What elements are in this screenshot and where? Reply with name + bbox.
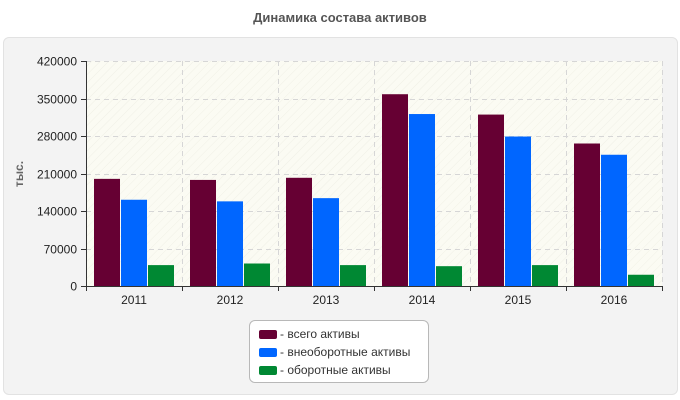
y-tick-label: 0 xyxy=(70,280,77,294)
x-tick-label: 2012 xyxy=(217,293,244,307)
bar-total xyxy=(478,114,504,286)
bar-current xyxy=(340,265,366,286)
bar-current xyxy=(244,263,270,286)
x-tick-label: 2014 xyxy=(409,293,436,307)
y-axis-label: тыс. xyxy=(12,161,26,187)
x-tick-label: 2015 xyxy=(505,293,532,307)
chart-title: Динамика состава активов xyxy=(253,10,427,25)
bar-total xyxy=(190,179,216,286)
legend-item-noncurrent: - внеоборотные активы xyxy=(259,343,428,361)
bar-noncurrent xyxy=(409,114,435,287)
bar-noncurrent xyxy=(505,136,531,286)
y-tick-label: 210000 xyxy=(37,168,77,182)
legend: - всего активы - внеоборотные активы - о… xyxy=(249,320,429,383)
bar-current xyxy=(532,265,558,286)
x-tick-label: 2016 xyxy=(601,293,628,307)
bar-current xyxy=(628,274,654,286)
y-tick-label: 280000 xyxy=(37,130,77,144)
legend-label-current: - оборотные активы xyxy=(280,363,391,377)
legend-item-total: - всего активы xyxy=(259,325,428,343)
bar-noncurrent xyxy=(601,154,627,286)
y-tick-label: 70000 xyxy=(44,243,78,257)
bar-total xyxy=(286,177,312,286)
y-tick-label: 420000 xyxy=(37,55,77,69)
legend-swatch-total xyxy=(259,329,277,339)
bar-total xyxy=(94,178,120,286)
legend-label-noncurrent: - внеоборотные активы xyxy=(280,345,411,359)
y-tick-label: 140000 xyxy=(37,205,77,219)
legend-swatch-current xyxy=(259,365,277,375)
x-tick-label: 2013 xyxy=(313,293,340,307)
bar-noncurrent xyxy=(313,198,339,286)
y-tick-label: 350000 xyxy=(37,93,77,107)
bar-noncurrent xyxy=(217,201,243,286)
legend-label-total: - всего активы xyxy=(280,327,360,341)
bar-current xyxy=(148,265,174,286)
bar-noncurrent xyxy=(121,199,147,286)
bar-total xyxy=(382,94,408,286)
legend-item-current: - оборотные активы xyxy=(259,361,428,379)
bar-current xyxy=(436,266,462,286)
bar-total xyxy=(574,143,600,286)
x-tick-label: 2011 xyxy=(121,293,147,307)
legend-swatch-noncurrent xyxy=(259,347,277,357)
